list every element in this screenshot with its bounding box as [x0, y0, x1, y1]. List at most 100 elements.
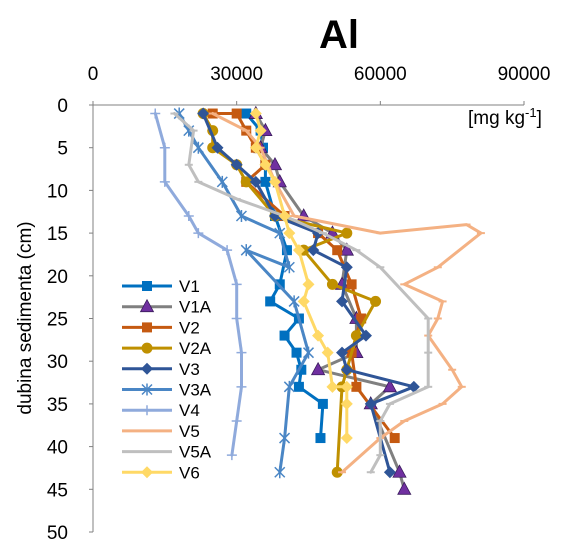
data-point-v2 — [231, 108, 242, 119]
data-point-v2a — [341, 227, 353, 239]
series-v6 — [249, 107, 353, 445]
y-axis-title: dubina sedimenta (cm) — [15, 221, 36, 414]
data-point-v3a — [192, 141, 204, 154]
series-line-v1 — [244, 112, 325, 440]
legend-label: V5 — [179, 422, 200, 441]
data-point-v6 — [259, 158, 272, 171]
data-point-v4 — [222, 245, 233, 256]
data-point-v6 — [340, 397, 353, 410]
data-point-v2 — [332, 245, 343, 256]
data-point-v6 — [321, 346, 334, 359]
data-point-v3 — [407, 380, 420, 393]
data-point-v4 — [150, 108, 161, 119]
legend-label: V3A — [179, 381, 212, 400]
data-point-v3 — [249, 175, 262, 188]
legend-marker — [139, 298, 155, 313]
axis-tick-marks — [89, 101, 525, 533]
series-v5a — [170, 112, 433, 474]
data-point-v3 — [359, 329, 372, 342]
series-v2 — [207, 108, 400, 444]
data-point-v3a — [240, 244, 252, 257]
legend-item-v2: V2 — [122, 318, 200, 337]
legend-label: V4 — [179, 401, 200, 420]
y-tick-label: 35 — [47, 395, 68, 416]
data-point-v4 — [159, 142, 170, 153]
legend-item-v6: V6 — [122, 463, 200, 482]
chart-title: Al — [319, 13, 359, 57]
y-tick-label: 20 — [47, 267, 68, 288]
x-tick-labels: 0 30000 60000 90000 — [88, 64, 551, 85]
legend-item-v1: V1 — [122, 277, 200, 296]
data-point-v1 — [293, 381, 304, 392]
data-point-v6 — [249, 141, 262, 154]
y-tick-label: 40 — [47, 438, 68, 459]
legend-item-v2a: V2A — [122, 339, 212, 358]
data-point-v1 — [265, 296, 276, 307]
x-tick-label: 0 — [88, 64, 99, 85]
data-point-v4 — [231, 415, 242, 426]
data-point-v3a — [302, 346, 315, 359]
series-v2a — [197, 108, 382, 478]
legend-marker — [142, 281, 152, 291]
data-point-v3a — [279, 432, 291, 445]
data-point-v6 — [312, 329, 325, 342]
data-point-v6 — [340, 432, 353, 445]
legend-label: V1 — [179, 277, 200, 296]
data-point-v6 — [292, 244, 305, 257]
legend-label: V5A — [179, 443, 212, 462]
data-point-v6 — [297, 295, 310, 308]
data-point-v1a — [397, 481, 412, 495]
legend-item-v3a: V3A — [122, 381, 212, 400]
legend-item-v4: V4 — [122, 401, 200, 420]
data-point-v1 — [241, 108, 252, 119]
data-point-v1a — [267, 156, 283, 171]
y-tick-label: 30 — [47, 352, 68, 373]
data-point-v1 — [315, 433, 326, 444]
data-point-v2 — [389, 433, 400, 444]
data-point-v2 — [346, 279, 357, 290]
data-point-v2a — [240, 176, 252, 188]
series-line-v4 — [153, 112, 243, 457]
data-point-v4 — [226, 450, 237, 461]
unit-label: [mg kg-1] — [468, 105, 542, 129]
legend-label: V1A — [179, 298, 212, 317]
data-point-v3 — [211, 141, 224, 154]
legend-marker — [141, 342, 153, 354]
data-point-v4 — [236, 381, 247, 392]
legend-marker — [142, 322, 152, 333]
x-tick-label: 30000 — [210, 64, 263, 85]
y-tick-labels: 0 5 10 15 20 25 30 35 40 45 50 — [47, 96, 68, 542]
data-point-v1a — [382, 378, 398, 393]
data-point-v4 — [193, 228, 204, 239]
data-point-v6 — [249, 107, 262, 120]
data-point-v1 — [317, 398, 328, 409]
data-point-v6 — [254, 124, 267, 137]
data-point-v1 — [279, 330, 290, 341]
data-point-v3 — [336, 346, 349, 359]
data-point-v6 — [278, 210, 291, 223]
data-point-v3a — [216, 175, 228, 188]
data-point-v3 — [383, 466, 396, 479]
y-tick-label: 15 — [47, 224, 68, 245]
data-point-v3a — [283, 261, 295, 274]
legend-marker — [141, 362, 153, 375]
data-point-v3a — [283, 380, 295, 393]
data-point-v3 — [364, 397, 377, 410]
data-point-v3 — [340, 261, 353, 274]
legend-marker — [141, 383, 153, 396]
data-point-v4 — [236, 347, 247, 358]
series-line-v6 — [254, 112, 349, 440]
series-v1 — [241, 108, 328, 444]
legend-item-v5: V5 — [122, 422, 200, 441]
x-tick-label: 60000 — [354, 64, 407, 85]
data-point-v3 — [336, 295, 349, 308]
data-point-v1a — [310, 361, 326, 376]
data-point-v3a — [274, 227, 286, 240]
legend-item-v3: V3 — [122, 360, 200, 379]
y-tick-label: 50 — [47, 523, 68, 542]
data-point-v6 — [326, 380, 339, 393]
data-point-v1 — [281, 245, 292, 256]
legend-item-v5a: V5A — [122, 443, 212, 462]
data-point-v1 — [296, 364, 307, 375]
